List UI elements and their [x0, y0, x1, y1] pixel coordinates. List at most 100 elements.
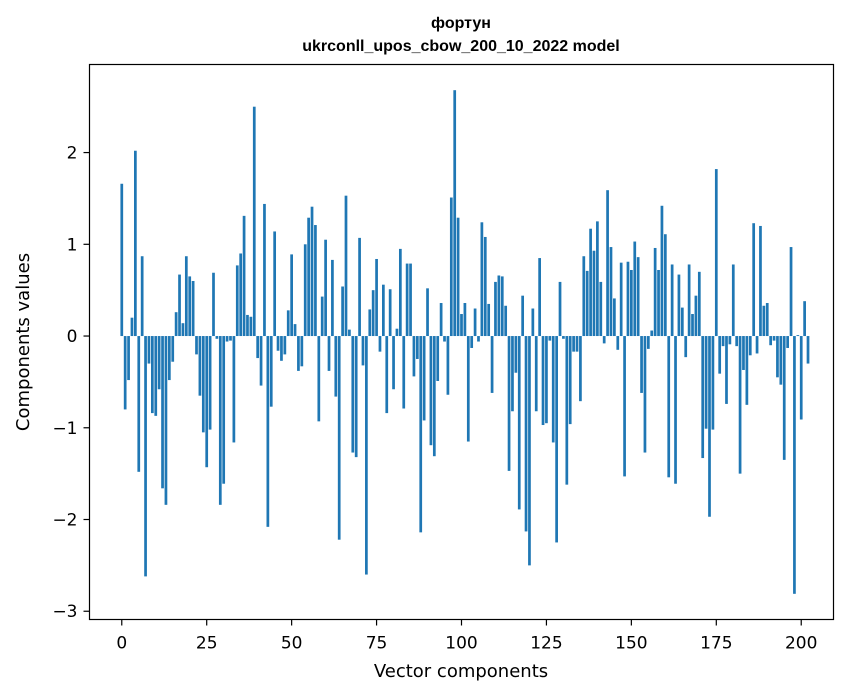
x-tick-label: 75: [366, 634, 388, 654]
bar: [799, 336, 803, 420]
bar: [269, 336, 273, 407]
bar: [680, 307, 684, 337]
bar: [602, 336, 606, 344]
x-axis-ticks: 0 25 50 75 100 125 150 175 200: [116, 619, 817, 654]
bar: [507, 336, 511, 471]
bar: [300, 336, 304, 367]
x-tick-label: 50: [281, 634, 303, 654]
bar: [755, 336, 759, 354]
bar: [551, 336, 555, 443]
bar: [558, 281, 562, 337]
bar: [337, 336, 341, 540]
bar: [375, 258, 378, 337]
bar: [643, 336, 647, 453]
bar: [772, 336, 776, 341]
bar: [212, 272, 215, 337]
bar: [487, 303, 491, 337]
bar: [334, 336, 338, 397]
bar: [599, 281, 603, 337]
bar: [178, 274, 181, 337]
bar: [789, 247, 793, 337]
bar: [161, 336, 164, 489]
bar: [691, 314, 694, 337]
bar: [694, 295, 698, 337]
bar: [534, 336, 538, 412]
bar: [181, 323, 185, 337]
chart-title: фортун: [431, 15, 491, 32]
bar: [120, 183, 124, 337]
bar: [718, 336, 722, 374]
bar: [541, 336, 545, 426]
bar: [609, 247, 613, 337]
bar: [483, 236, 487, 337]
bar: [466, 336, 470, 442]
bar: [222, 336, 226, 484]
bar: [412, 336, 416, 377]
bar: [806, 336, 810, 364]
bar: [596, 221, 599, 337]
bar: [235, 265, 239, 337]
bar: [256, 336, 260, 359]
bar: [708, 336, 711, 517]
bar: [769, 336, 773, 346]
bar: [453, 90, 457, 337]
bar: [650, 330, 654, 337]
x-tick-label: 25: [196, 634, 218, 654]
bar: [365, 336, 368, 575]
bar: [174, 312, 178, 337]
bar: [354, 336, 358, 458]
bar: [721, 336, 725, 347]
x-tick-label: 125: [530, 634, 562, 654]
bar: [331, 259, 334, 337]
bar: [252, 106, 256, 337]
bar: [286, 310, 290, 337]
bar: [630, 269, 633, 337]
bar: [565, 336, 569, 485]
bar: [504, 305, 508, 337]
bar: [524, 336, 528, 532]
bar: [616, 336, 620, 350]
bar: [351, 336, 355, 453]
bar: [742, 336, 745, 370]
bar: [195, 336, 198, 355]
bar: [273, 231, 277, 337]
bar: [473, 308, 477, 337]
bar: [426, 288, 429, 337]
bar: [548, 336, 552, 341]
y-tick-label: −2: [52, 511, 77, 531]
bar: [164, 336, 168, 505]
y-tick-label: 0: [67, 327, 78, 347]
bar: [660, 205, 664, 337]
bar: [293, 324, 297, 337]
bar: [382, 284, 385, 337]
bar: [432, 336, 436, 457]
bar: [191, 281, 195, 337]
bar: [579, 336, 582, 402]
bar: [623, 336, 626, 477]
bar: [776, 336, 779, 378]
bar: [395, 328, 399, 337]
bar: [480, 222, 484, 337]
bar: [759, 225, 762, 337]
bar: [127, 336, 130, 381]
bar: [670, 264, 674, 337]
bar-series: [120, 90, 810, 594]
bar: [436, 336, 440, 381]
bar: [358, 237, 361, 337]
bar: [640, 336, 643, 393]
chart-subtitle: ukrconll_upos_cbow_200_10_2022 model: [302, 38, 619, 55]
bar: [297, 336, 300, 371]
bar: [215, 336, 219, 339]
bar: [283, 336, 287, 355]
bar: [786, 336, 789, 348]
bar: [782, 336, 786, 460]
bar: [310, 206, 314, 337]
bar: [752, 223, 756, 337]
bar: [738, 336, 742, 474]
y-axis-label: Components values: [13, 253, 34, 431]
bar: [562, 336, 565, 339]
bar: [538, 258, 541, 337]
bar: [494, 281, 497, 337]
bar: [796, 335, 800, 337]
